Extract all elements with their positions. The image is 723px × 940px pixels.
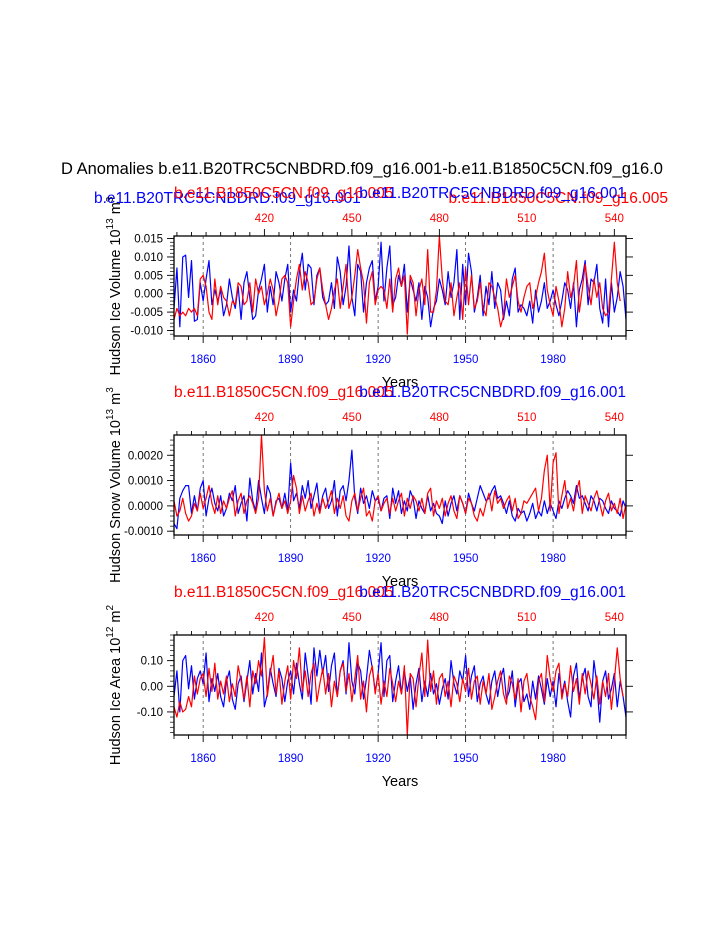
bottom-tick-label-1860: 1860 — [190, 354, 216, 366]
top-tick-label-540: 540 — [605, 412, 624, 424]
top-tick-label-450: 450 — [342, 213, 361, 225]
y-axis-label-text: Hudson Snow Volume 10 — [108, 420, 124, 583]
panels: 1860 1890 1920 1950 1980 420 450 480 510 540 -0.01… — [105, 185, 633, 790]
y-axis-label: Hudson Snow Volume 1013 m3 — [105, 387, 124, 583]
plot-frame — [173, 634, 627, 736]
y-axis-label-text: Hudson Ice Volume 10 — [108, 229, 124, 375]
bottom-tick-label-1860: 1860 — [190, 553, 216, 565]
bottom-tick-label-1980: 1980 — [540, 753, 566, 765]
bottom-tick-label-1950: 1950 — [453, 753, 479, 765]
panel-title-blue: b.e11.B20TRC5CNBDRD.f09_g16.001 — [359, 584, 626, 601]
panel-title-red: b.e11.B1850C5CN.f09_g16.005 — [174, 584, 393, 601]
panel-title-red: b.e11.B1850C5CN.f09_g16.005 — [174, 185, 393, 202]
y-tick-label: 0.0010 — [128, 476, 163, 488]
bottom-tick-label-1980: 1980 — [540, 553, 566, 565]
y-axis-label-unit: m — [108, 610, 124, 622]
top-tick-label-450: 450 — [342, 412, 361, 424]
bottom-tick-label-1980: 1980 — [540, 354, 566, 366]
bottom-tick-label-1950: 1950 — [453, 354, 479, 366]
top-tick-label-480: 480 — [430, 412, 449, 424]
plot-frame — [173, 434, 627, 536]
y-tick-label: 0.005 — [134, 270, 163, 282]
top-tick-label-510: 510 — [517, 412, 536, 424]
top-tick-label-540: 540 — [605, 612, 624, 624]
top-tick-label-420: 420 — [255, 612, 274, 624]
y-axis-label-exponent: 13 — [105, 218, 116, 230]
y-axis-label-exponent: 13 — [105, 408, 116, 420]
main-title: D Anomalies b.e11.B20TRC5CNBDRD.f09_g16.… — [61, 160, 663, 178]
x-axis-label: Years — [382, 375, 419, 391]
y-axis-label-unit-exponent: 2 — [105, 604, 116, 610]
y-axis-label-unit-exponent: 3 — [105, 196, 116, 202]
y-tick-label: 0.010 — [134, 252, 163, 264]
bottom-tick-label-1920: 1920 — [365, 553, 391, 565]
blue-series-line — [174, 241, 626, 328]
bottom-tick-label-1890: 1890 — [278, 553, 304, 565]
y-axis-label-unit: m — [108, 202, 124, 214]
panel-title-blue: b.e11.B20TRC5CNBDRD.f09_g16.001 — [359, 384, 626, 401]
top-tick-label-480: 480 — [430, 213, 449, 225]
x-axis-label: Years — [382, 574, 419, 590]
y-tick-label: -0.010 — [130, 325, 163, 337]
red-series-line — [174, 236, 621, 335]
y-tick-label: -0.005 — [130, 307, 163, 319]
bottom-tick-label-1950: 1950 — [453, 553, 479, 565]
y-tick-label: 0.000 — [134, 289, 163, 301]
y-tick-label: -0.0010 — [124, 526, 163, 538]
top-tick-label-510: 510 — [517, 213, 536, 225]
bottom-tick-label-1890: 1890 — [278, 354, 304, 366]
red-series-line — [174, 435, 626, 522]
y-tick-label: -0.10 — [137, 707, 163, 719]
bottom-tick-label-1920: 1920 — [365, 354, 391, 366]
top-tick-label-540: 540 — [605, 213, 624, 225]
ice-area-panel: 1860 1890 1920 1950 1980 420 450 480 510 540 -0.10… — [105, 584, 633, 790]
overlap-title-right-red: b.e11.B1850C5CN.f09_g16.005 — [449, 190, 668, 207]
y-axis-label-text: Hudson Ice Area 10 — [108, 638, 124, 765]
panel-title-red: b.e11.B1850C5CN.f09_g16.005 — [174, 384, 393, 401]
bottom-tick-label-1860: 1860 — [190, 753, 216, 765]
top-tick-label-420: 420 — [255, 213, 274, 225]
overlap-title-left-blue: b.e11.B20TRC5CNBDRD.f09_g16.001 — [94, 190, 361, 207]
plot-frame — [173, 235, 627, 337]
y-tick-label: 0.10 — [141, 656, 163, 668]
y-axis-label-unit-exponent: 3 — [105, 387, 116, 393]
y-axis-label-exponent: 12 — [105, 626, 116, 638]
top-tick-label-510: 510 — [517, 612, 536, 624]
panel-title-blue: b.e11.B20TRC5CNBDRD.f09_g16.001 — [359, 185, 626, 202]
x-axis-label: Years — [382, 774, 419, 790]
y-axis-label: Hudson Ice Area 1012 m2 — [105, 604, 124, 765]
top-tick-label-420: 420 — [255, 412, 274, 424]
snow-volume-panel: 1860 1890 1920 1950 1980 420 450 480 510 540 -0.00… — [105, 384, 633, 590]
y-tick-label: 0.015 — [134, 234, 163, 246]
blue-series-line — [174, 642, 626, 723]
y-tick-label: 0.0020 — [128, 450, 163, 462]
y-axis-label-unit: m — [108, 393, 124, 405]
y-tick-label: 0.00 — [141, 681, 163, 693]
top-tick-label-450: 450 — [342, 612, 361, 624]
top-tick-label-480: 480 — [430, 612, 449, 624]
y-axis-label: Hudson Ice Volume 1013 m3 — [105, 196, 124, 375]
blue-series-line — [174, 449, 626, 530]
red-series-line — [174, 636, 624, 735]
bottom-tick-label-1920: 1920 — [365, 753, 391, 765]
y-tick-label: 0.0000 — [128, 501, 163, 513]
ice-volume-panel: 1860 1890 1920 1950 1980 420 450 480 510 540 -0.01… — [105, 185, 633, 391]
bottom-tick-label-1890: 1890 — [278, 753, 304, 765]
